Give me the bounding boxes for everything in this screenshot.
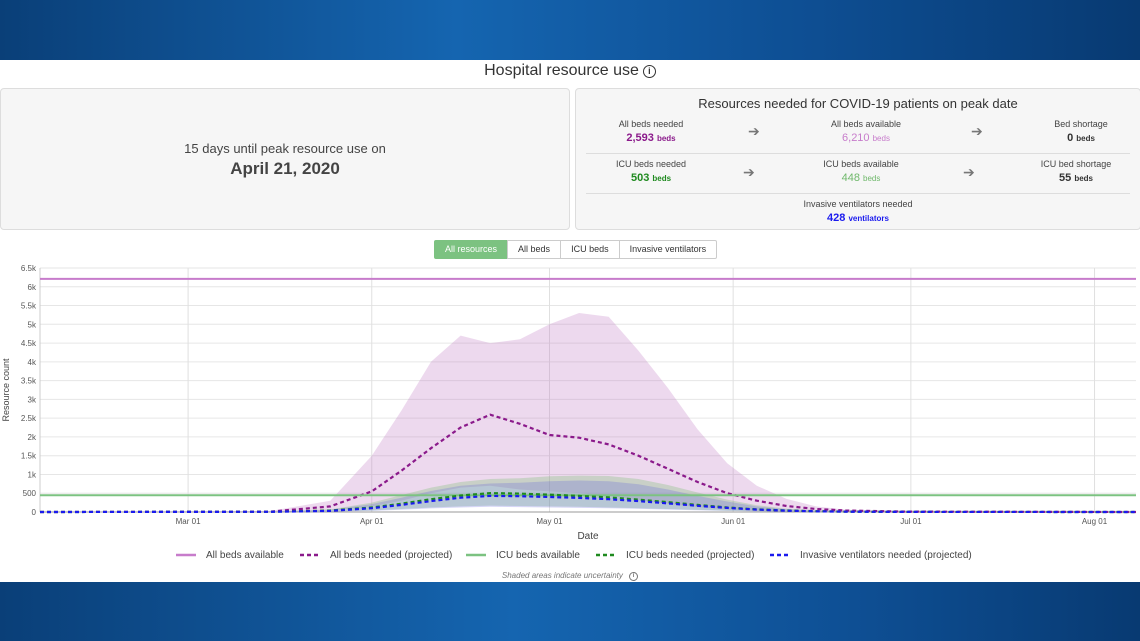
stat-value: 503 beds [581, 172, 721, 184]
stat-value: 0 beds [1011, 132, 1140, 144]
x-axis-label: Date [577, 531, 599, 542]
stat-number: 448 [841, 172, 860, 184]
legend: All beds available All beds needed (proje… [176, 550, 972, 561]
y-tick-label: 5.5k [21, 302, 37, 311]
tab-icu-beds[interactable]: ICU beds [560, 240, 620, 259]
stat-unit: beds [652, 174, 672, 183]
stat-number: 6,210 [842, 132, 870, 144]
stat-all-beds-needed: All beds needed 2,593 beds [581, 119, 721, 144]
stat-label: All beds available [830, 119, 902, 129]
legend-label: ICU beds needed (projected) [626, 550, 754, 561]
resource-tabs: All resources All beds ICU beds Invasive… [434, 240, 718, 259]
divider [586, 153, 1130, 154]
series-line [39, 413, 1137, 514]
uncertainty-band [40, 475, 1136, 512]
page-title: Hospital resource use i [0, 62, 1140, 80]
y-tick-label: 0 [32, 508, 37, 517]
peak-date-card: 15 days until peak resource use on April… [0, 88, 570, 230]
legend-label: All beds available [206, 550, 284, 561]
stat-number: 2,593 [626, 132, 654, 144]
stat-all-beds-available: All beds available 6,210 beds [796, 119, 936, 144]
y-tick-label: 1k [28, 470, 37, 479]
y-tick-label: 6k [28, 283, 37, 292]
x-tick-label: Jun 01 [721, 517, 746, 526]
y-tick-label: 1.5k [21, 452, 37, 461]
stat-unit: beds [863, 174, 881, 183]
stat-unit: beds [872, 134, 890, 143]
info-icon[interactable]: i [642, 65, 656, 78]
stat-bed-shortage: Bed shortage 0 beds [1011, 119, 1140, 144]
info-icon[interactable]: i [629, 572, 639, 581]
stat-icu-bed-shortage: ICU bed shortage 55 beds [1006, 159, 1140, 184]
resource-chart: 0 500 1k 1.5k 2k 2.5k 3k 3.5k 4k 4.5k 5k 5.5k 6k 6.5k… [1, 264, 1137, 561]
stat-value: 428 ventilators [788, 212, 928, 224]
arrow-right-icon: ➔ [743, 164, 755, 180]
resources-card: Resources needed for COVID-19 patients o… [575, 88, 1140, 230]
y-tick-label: 4k [28, 358, 37, 367]
legend-label: Invasive ventilators needed (projected) [800, 550, 972, 561]
x-tick-label: Aug 01 [1082, 517, 1108, 526]
y-tick-label: 2.5k [21, 414, 37, 423]
y-tick-label: 500 [23, 489, 37, 498]
y-tick-label: 3.5k [21, 377, 37, 386]
stat-number: 428 [827, 212, 846, 224]
x-tick-label: Mar 01 [176, 517, 201, 526]
stat-number: 503 [630, 172, 650, 184]
stat-ventilators-needed: Invasive ventilators needed 428 ventilat… [788, 199, 928, 224]
stat-label: ICU beds available [823, 159, 899, 169]
legend-label: All beds needed (projected) [330, 550, 452, 561]
footnote: Shaded areas indicate uncertainty i [0, 571, 1140, 581]
resources-title: Resources needed for COVID-19 patients o… [698, 96, 1018, 111]
stat-value: 2,593 beds [581, 132, 721, 144]
page-title-text: Hospital resource use [484, 62, 639, 79]
arrow-right-icon: ➔ [748, 123, 760, 139]
tab-all-resources[interactable]: All resources [434, 240, 509, 259]
stat-number: 55 [1059, 172, 1072, 184]
series-line [39, 494, 1137, 514]
y-tick-label: 6.5k [21, 264, 37, 273]
legend-label: ICU beds available [496, 550, 580, 561]
stat-icu-beds-available: ICU beds available 448 beds [791, 159, 931, 184]
y-axis-label: Resource count [1, 358, 11, 422]
stat-unit: beds [1074, 174, 1093, 183]
header-banner [0, 0, 1140, 60]
arrow-right-icon: ➔ [971, 123, 983, 139]
uncertainty-band [40, 313, 1136, 512]
stat-number: 0 [1067, 132, 1074, 144]
footer-banner [0, 582, 1140, 641]
stat-unit: beds [656, 134, 676, 143]
stat-unit: beds [1076, 134, 1095, 143]
y-tick-label: 2k [28, 433, 37, 442]
x-tick-label: May 01 [536, 517, 563, 526]
arrow-right-icon: ➔ [963, 164, 975, 180]
y-tick-label: 3k [28, 395, 37, 404]
stat-value: 6,210 beds [796, 132, 936, 144]
stat-label: Invasive ventilators needed [803, 199, 913, 209]
tab-all-beds[interactable]: All beds [507, 240, 562, 259]
peak-date: April 21, 2020 [230, 159, 340, 178]
divider [586, 193, 1130, 194]
stat-value: 55 beds [1006, 172, 1140, 184]
stat-unit: ventilators [848, 214, 889, 223]
stat-icu-beds-needed: ICU beds needed 503 beds [581, 159, 721, 184]
stat-value: 448 beds [791, 172, 931, 184]
stat-label: ICU bed shortage [1040, 159, 1112, 169]
stat-label: ICU beds needed [615, 159, 687, 169]
peak-countdown: 15 days until peak resource use on [184, 141, 386, 156]
stat-label: All beds needed [618, 119, 684, 129]
stat-label: Bed shortage [1054, 119, 1108, 129]
y-tick-label: 4.5k [21, 339, 37, 348]
y-tick-label: 5k [28, 320, 37, 329]
footnote-text: Shaded areas indicate uncertainty [501, 571, 623, 580]
x-tick-label: Apr 01 [360, 517, 384, 526]
tab-invasive-ventilators[interactable]: Invasive ventilators [618, 240, 718, 259]
x-tick-label: Jul 01 [900, 517, 922, 526]
